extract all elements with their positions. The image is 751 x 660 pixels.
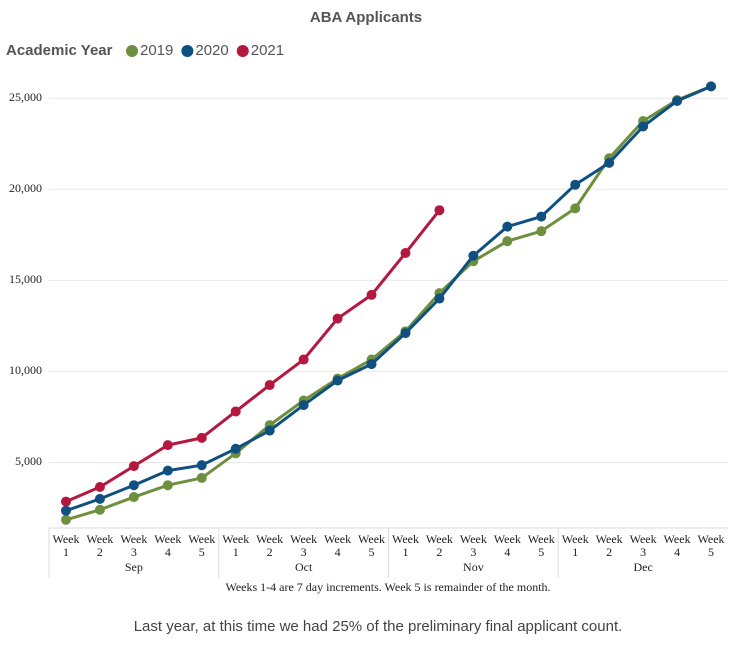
- data-point: [196, 460, 207, 471]
- data-point: [60, 496, 71, 507]
- x-tick-label: Week 4: [493, 532, 521, 559]
- x-tick-label: Week 1: [561, 532, 589, 559]
- data-point: [128, 492, 139, 503]
- y-tick-label: 15,000: [9, 272, 42, 286]
- data-point: [638, 121, 649, 132]
- x-group-label: Dec: [633, 560, 652, 574]
- y-tick-label: 25,000: [9, 90, 42, 104]
- data-point: [264, 380, 275, 391]
- series-line: [65, 84, 712, 513]
- x-group-label: Nov: [463, 560, 484, 574]
- data-point: [128, 480, 139, 491]
- legend-label: 2020: [195, 42, 228, 59]
- x-tick-label: Week 5: [188, 532, 216, 559]
- data-point: [502, 221, 513, 232]
- data-point: [94, 504, 105, 515]
- legend-label: 2019: [140, 42, 173, 59]
- x-tick-label: Week 4: [154, 532, 182, 559]
- x-tick-label: Week 5: [527, 532, 555, 559]
- data-point: [94, 482, 105, 493]
- data-point: [536, 211, 547, 222]
- data-point: [366, 289, 377, 300]
- data-point: [434, 205, 445, 216]
- data-point: [128, 461, 139, 472]
- y-tick-label: 10,000: [9, 363, 42, 377]
- data-point: [400, 328, 411, 339]
- y-tick-label: 20,000: [9, 181, 42, 195]
- data-point: [162, 440, 173, 451]
- data-point: [570, 179, 581, 190]
- data-point: [162, 480, 173, 491]
- series-line: [65, 84, 712, 522]
- x-tick-label: Week 2: [256, 532, 284, 559]
- data-point: [298, 400, 309, 411]
- data-point: [94, 493, 105, 504]
- x-tick-label: Week 4: [663, 532, 691, 559]
- data-point: [672, 95, 683, 106]
- x-tick-label: Week 3: [290, 532, 318, 559]
- x-tick-label: Week 3: [629, 532, 657, 559]
- x-tick-label: Week 1: [52, 532, 80, 559]
- data-point: [332, 375, 343, 386]
- x-tick-label: Week 2: [425, 532, 453, 559]
- data-point: [332, 313, 343, 324]
- data-point: [434, 293, 445, 304]
- x-tick-label: Week 3: [120, 532, 148, 559]
- chart-title: ABA Applicants: [310, 9, 422, 26]
- data-point: [196, 472, 207, 483]
- data-point: [570, 203, 581, 214]
- y-tick-label: 5,000: [15, 454, 42, 468]
- data-point: [230, 443, 241, 454]
- data-point: [60, 514, 71, 525]
- x-tick-label: Week 1: [391, 532, 419, 559]
- data-point: [604, 157, 615, 168]
- data-point: [502, 236, 513, 247]
- data-point: [298, 354, 309, 365]
- series-line: [65, 209, 441, 503]
- x-tick-label: Week 2: [86, 532, 114, 559]
- data-point: [264, 425, 275, 436]
- data-point: [230, 406, 241, 417]
- x-group-label: Sep: [125, 560, 143, 574]
- x-tick-label: Week 1: [222, 532, 250, 559]
- x-tick-label: Week 2: [595, 532, 623, 559]
- data-point: [60, 505, 71, 516]
- data-point: [366, 359, 377, 370]
- data-point: [468, 250, 479, 261]
- x-group-label: Oct: [295, 560, 313, 574]
- legend-label: 2021: [251, 42, 284, 59]
- legend-marker: [236, 45, 249, 57]
- data-point: [196, 432, 207, 443]
- x-tick-label: Week 4: [324, 532, 352, 559]
- data-point: [400, 248, 411, 259]
- data-point: [162, 465, 173, 476]
- x-tick-label: Week 3: [459, 532, 487, 559]
- x-note: Weeks 1-4 are 7 day increments. Week 5 i…: [225, 580, 550, 594]
- legend-marker: [181, 45, 194, 57]
- footer: Last year, at this time we had 25% of th…: [134, 618, 623, 635]
- legend-marker: [126, 45, 138, 57]
- x-tick-label: Week 5: [697, 532, 725, 559]
- data-point: [706, 81, 717, 92]
- x-tick-label: Week 5: [358, 532, 386, 559]
- data-point: [536, 226, 547, 237]
- legend-title: Academic Year: [6, 42, 113, 59]
